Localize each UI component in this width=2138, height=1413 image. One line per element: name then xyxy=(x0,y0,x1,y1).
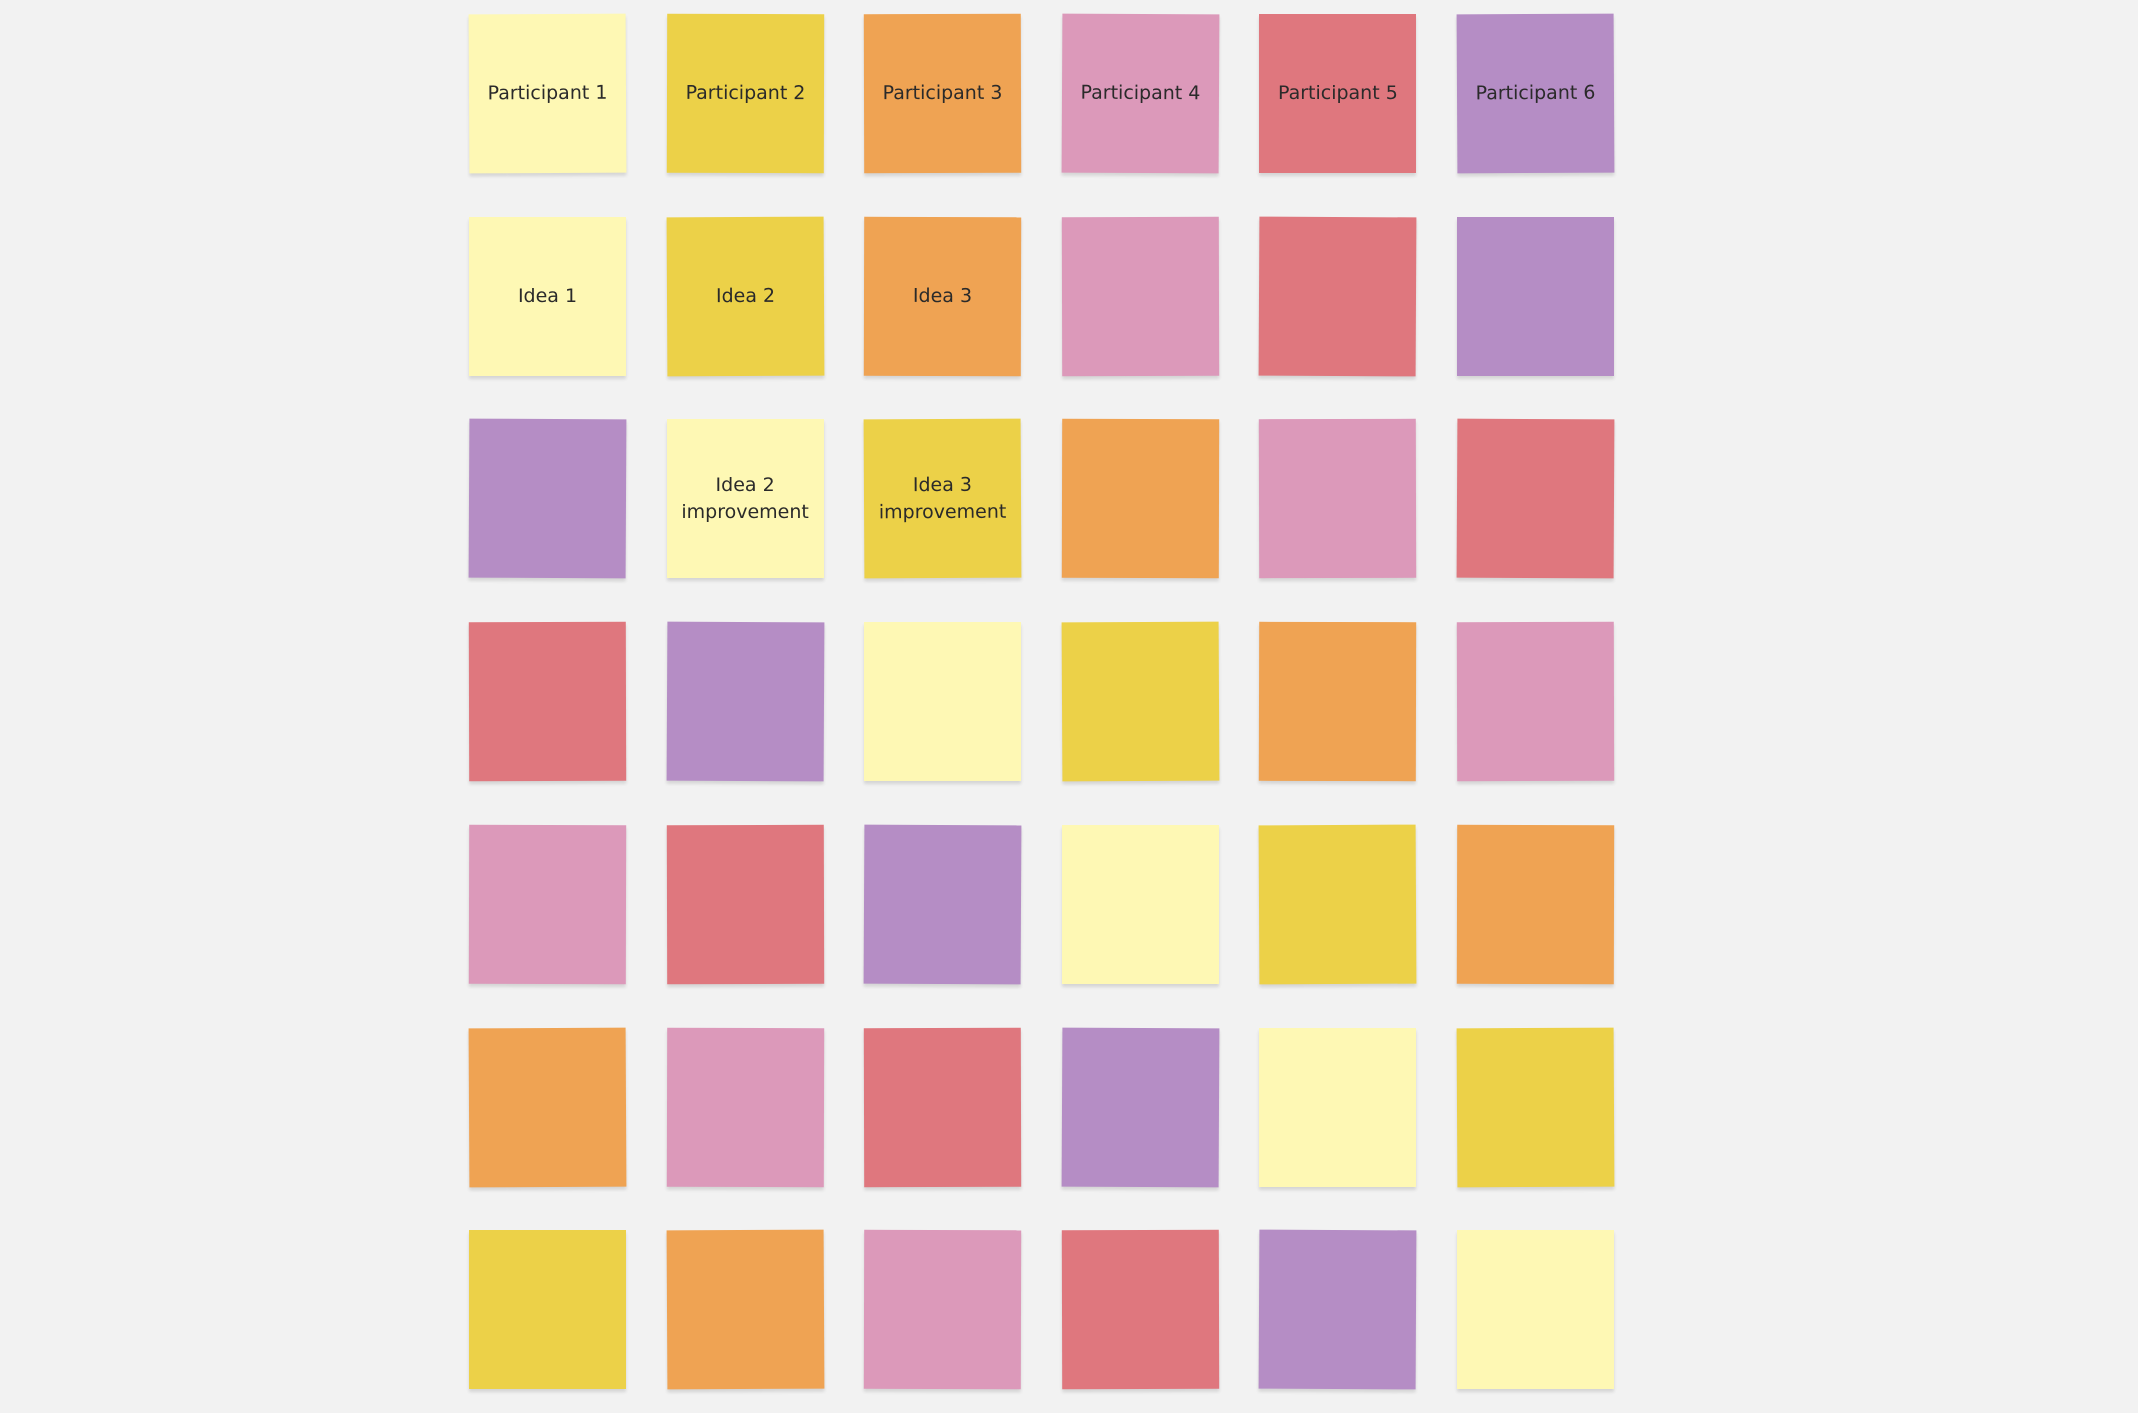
sticky-note[interactable]: Idea 3 improvement xyxy=(863,418,1022,579)
sticky-note[interactable]: Idea 3 xyxy=(863,216,1022,376)
sticky-note[interactable] xyxy=(1061,1229,1220,1390)
sticky-note[interactable] xyxy=(468,418,627,579)
sticky-note-text: Participant 4 xyxy=(1080,81,1201,105)
sticky-note[interactable] xyxy=(1061,216,1220,376)
sticky-note[interactable]: Idea 2 xyxy=(666,216,825,377)
sticky-note[interactable] xyxy=(1259,1027,1417,1187)
sticky-note[interactable] xyxy=(1061,1027,1220,1187)
sticky-note[interactable]: Participant 1 xyxy=(468,13,627,174)
sticky-note[interactable] xyxy=(468,824,627,985)
sticky-note[interactable] xyxy=(1259,621,1417,782)
sticky-note-text: Participant 1 xyxy=(487,81,608,105)
sticky-note-text: Participant 2 xyxy=(685,81,806,105)
sticky-note[interactable] xyxy=(1259,419,1417,579)
sticky-note[interactable] xyxy=(1061,824,1219,984)
sticky-note-text: Idea 3 improvement xyxy=(878,473,1007,524)
sticky-note[interactable] xyxy=(1456,1027,1615,1187)
sticky-note[interactable] xyxy=(863,824,1022,985)
sticky-note[interactable] xyxy=(666,621,825,782)
sticky-note[interactable] xyxy=(1456,418,1615,579)
sticky-note-text: Participant 6 xyxy=(1475,81,1596,105)
sticky-note[interactable]: Participant 2 xyxy=(666,13,824,174)
sticky-note[interactable] xyxy=(1258,1229,1417,1390)
sticky-note[interactable] xyxy=(1061,621,1220,782)
sticky-note[interactable] xyxy=(1061,419,1220,579)
sticky-note[interactable] xyxy=(468,1027,627,1187)
sticky-note-text: Idea 3 xyxy=(913,284,973,307)
sticky-note[interactable] xyxy=(1258,824,1417,985)
sticky-note[interactable]: Participant 5 xyxy=(1259,14,1417,173)
sticky-note[interactable]: Participant 4 xyxy=(1061,13,1220,174)
sticky-note-text: Idea 1 xyxy=(517,284,578,307)
sticky-note[interactable]: Idea 2 improvement xyxy=(666,419,824,579)
sticky-note[interactable] xyxy=(1258,216,1417,377)
sticky-note-text: Idea 2 improvement xyxy=(681,473,809,523)
sticky-note[interactable] xyxy=(863,1027,1022,1187)
sticky-note-text: Participant 5 xyxy=(1277,82,1398,104)
sticky-note[interactable] xyxy=(863,1229,1022,1390)
sticky-note[interactable]: Participant 6 xyxy=(1456,13,1615,174)
sticky-note[interactable]: Participant 3 xyxy=(863,13,1022,174)
sticky-note[interactable] xyxy=(1456,824,1615,985)
sticky-note[interactable] xyxy=(864,622,1022,782)
sticky-note[interactable] xyxy=(666,1229,825,1390)
sticky-note-text: Participant 3 xyxy=(882,81,1003,105)
sticky-note-text: Idea 2 xyxy=(715,284,775,307)
sticky-note[interactable] xyxy=(469,1230,626,1390)
sticky-note[interactable] xyxy=(1457,1230,1614,1390)
sticky-note[interactable] xyxy=(666,824,824,985)
sticky-note[interactable] xyxy=(1456,621,1615,782)
sticky-note[interactable]: Idea 1 xyxy=(469,216,626,376)
sticky-note[interactable] xyxy=(468,621,627,782)
sticky-note[interactable] xyxy=(666,1027,824,1187)
sticky-note[interactable] xyxy=(1457,216,1614,376)
